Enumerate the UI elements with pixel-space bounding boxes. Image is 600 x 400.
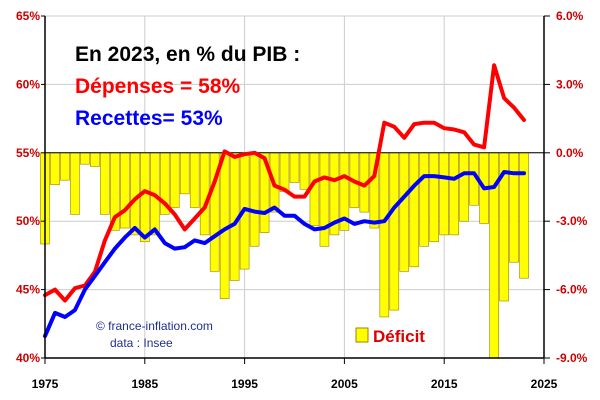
left-tick-label: 50% xyxy=(16,214,40,228)
deficit-bar-1984 xyxy=(130,152,140,236)
deficit-bar-2022 xyxy=(509,152,519,263)
deficit-bar-1989 xyxy=(179,152,190,195)
left-tick-label: 60% xyxy=(16,77,40,91)
left-tick-label: 55% xyxy=(16,146,40,160)
deficit-bar-2016 xyxy=(449,152,459,236)
right-tick-label: 3.0% xyxy=(556,77,584,91)
deficit-bar-2010 xyxy=(389,152,400,311)
deficit-bar-1985 xyxy=(140,152,150,243)
annotation-recettes: Recettes= 53% xyxy=(75,107,223,130)
legend-swatch xyxy=(355,327,369,343)
x-tick-label: 1995 xyxy=(231,377,258,391)
x-tick-label: 2025 xyxy=(531,377,558,391)
plot-background xyxy=(45,16,544,358)
legend: Déficit xyxy=(355,327,425,346)
x-tick-label: 2015 xyxy=(431,377,458,391)
deficit-bar-1996 xyxy=(249,152,260,247)
annotation-depenses: Dépenses = 58% xyxy=(75,75,241,98)
deficit-bar-2014 xyxy=(429,152,440,243)
deficit-bar-2011 xyxy=(399,152,410,272)
right-tick-label: -3.0% xyxy=(556,214,588,228)
deficit-bar-1981 xyxy=(100,152,110,215)
series-lines xyxy=(43,63,526,339)
right-tick-label: 0.0% xyxy=(556,146,584,160)
deficit-bar-1977 xyxy=(60,152,70,181)
deficit-bar-2000 xyxy=(289,152,300,183)
deficit-bar-2009 xyxy=(379,152,390,318)
right-tick-label: 6.0% xyxy=(556,9,584,23)
deficit-bar-1988 xyxy=(169,152,180,208)
left-tick-label: 45% xyxy=(16,283,40,297)
deficit-bar-1978 xyxy=(70,152,80,215)
series-line-depenses xyxy=(43,63,526,303)
deficit-bar-2012 xyxy=(409,152,420,268)
deficit-bar-2001 xyxy=(299,152,310,190)
right-tick-label: -9.0% xyxy=(556,351,588,365)
left-tick-label: 65% xyxy=(16,9,40,23)
chart-title: En 2023, en % du PIB : xyxy=(75,43,300,66)
deficit-bar-1976 xyxy=(50,152,60,186)
left-tick-label: 40% xyxy=(16,351,40,365)
deficit-bar-1999 xyxy=(279,152,290,192)
series-line-recettes xyxy=(43,170,526,339)
x-tick-label: 2005 xyxy=(331,377,358,391)
deficit-bar-2015 xyxy=(439,152,449,236)
deficit-bar-1990 xyxy=(189,152,200,208)
credit-source: data : Insee xyxy=(110,336,173,350)
deficit-bar-2017 xyxy=(459,152,469,222)
right-tick-label: -6.0% xyxy=(556,283,588,297)
deficit-bar-1983 xyxy=(120,152,130,229)
credit-site: © france-inflation.com xyxy=(96,319,213,333)
deficit-bar-1979 xyxy=(80,152,90,165)
deficit-bar-2013 xyxy=(419,152,430,247)
x-tick-label: 1975 xyxy=(32,377,59,391)
axes xyxy=(44,16,545,359)
tick-labels: 40% 45% 50% 55% 60% 65% -9.0% -6.0% -3.0% 0.0% 3.0… xyxy=(16,9,588,391)
deficit-bar-2003 xyxy=(319,152,330,247)
x-tick-label: 1985 xyxy=(131,377,158,391)
deficit-bar-1980 xyxy=(90,152,100,167)
legend-label-deficit: Déficit xyxy=(373,327,425,346)
